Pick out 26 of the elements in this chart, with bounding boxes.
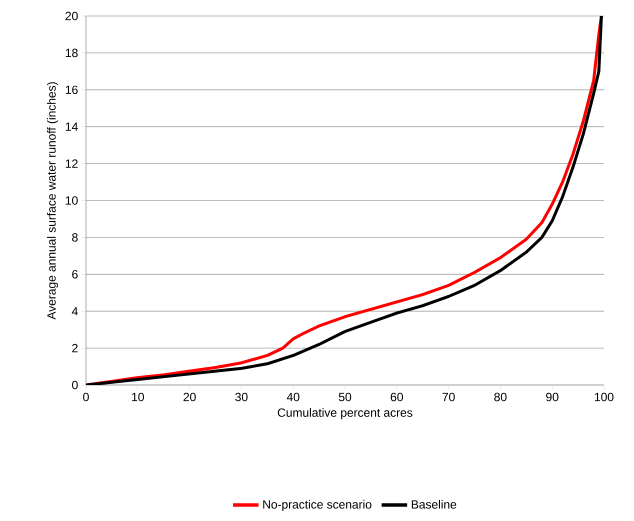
y-tick-label: 6 <box>72 270 78 279</box>
y-tick-label: 0 <box>72 380 78 390</box>
legend-label: No-practice scenario <box>263 500 372 512</box>
x-tick-label: 70 <box>442 392 455 402</box>
y-axis-title: Average annual surface water runoff (inches) <box>46 82 58 320</box>
legend-label: Baseline <box>412 500 456 509</box>
y-tick-label: 2 <box>72 344 78 352</box>
y-tick-label: 4 <box>72 307 78 316</box>
x-tick-label: 100 <box>594 392 614 402</box>
x-axis-title: Cumulative percent acres <box>278 408 412 420</box>
y-tick-label: 12 <box>66 159 78 168</box>
x-tick-label: 50 <box>338 392 352 402</box>
x-tick-label: 0 <box>83 392 89 402</box>
x-tick-label: 30 <box>235 392 248 402</box>
y-tick-label: 8 <box>72 233 78 242</box>
y-tick-label: 14 <box>66 122 78 131</box>
x-tick-label: 10 <box>132 392 144 402</box>
x-tick-label: 20 <box>184 392 196 402</box>
x-tick-label: 60 <box>390 392 403 402</box>
x-tick-label: 90 <box>546 392 558 402</box>
x-tick-label: 40 <box>286 392 300 402</box>
y-tick-label: 16 <box>66 86 78 94</box>
y-tick-label: 10 <box>66 196 78 205</box>
y-tick-label: 18 <box>66 48 78 58</box>
y-tick-label: 20 <box>66 12 78 20</box>
x-tick-label: 80 <box>494 392 507 402</box>
